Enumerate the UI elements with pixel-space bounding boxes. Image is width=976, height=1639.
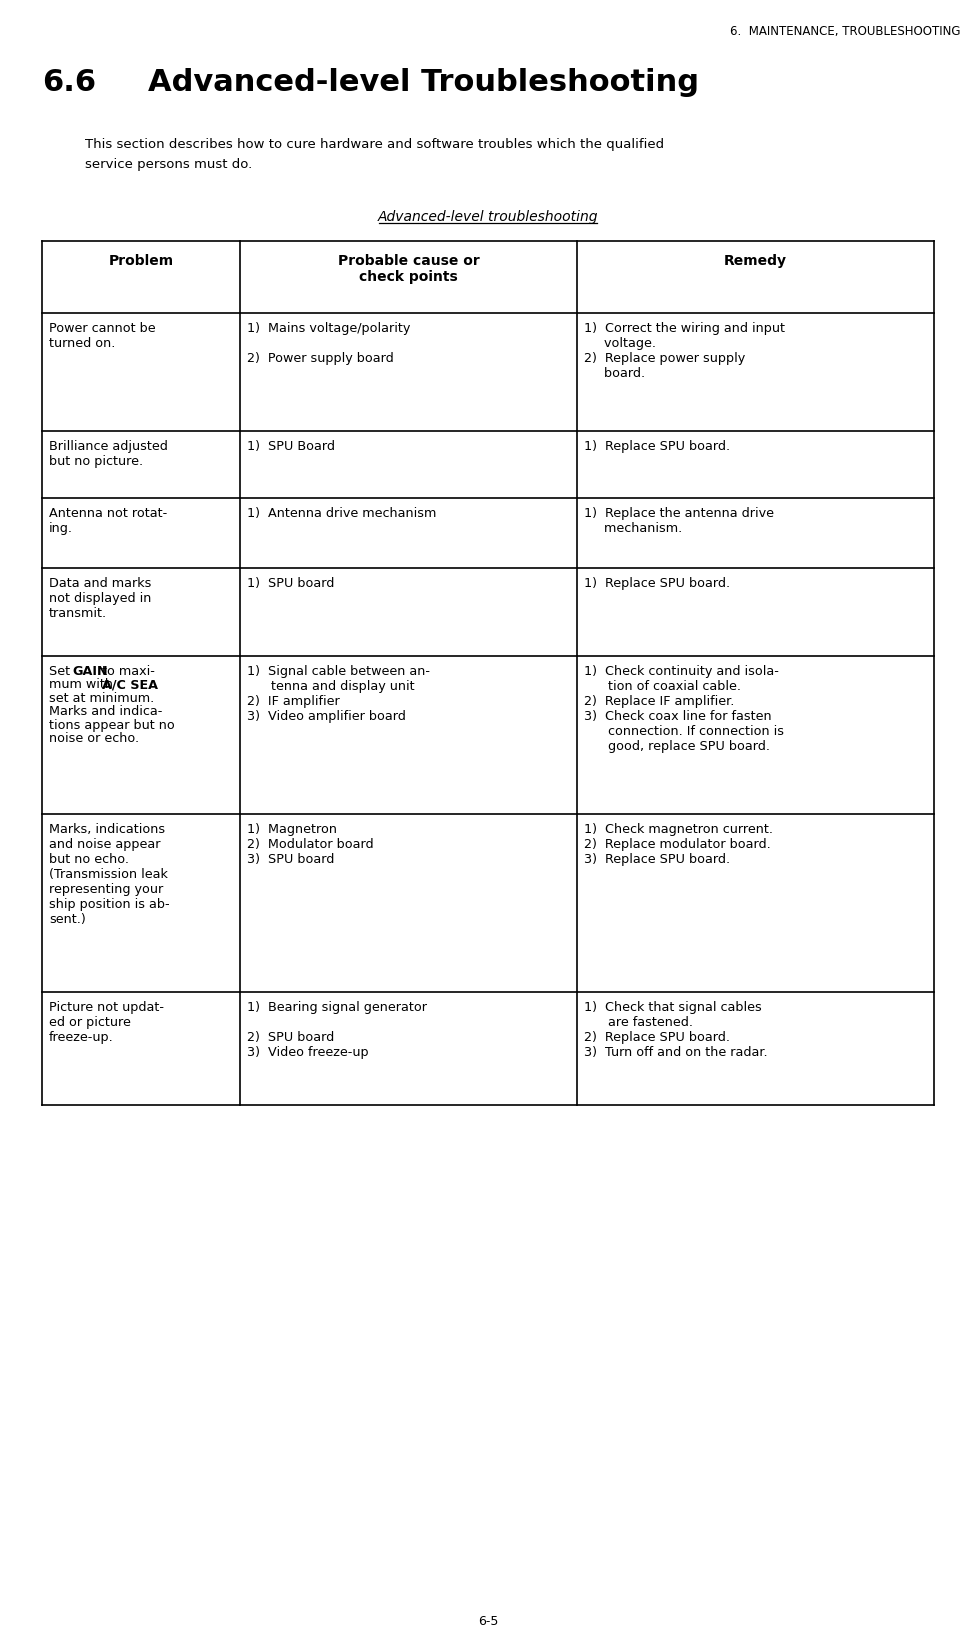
Text: A/C SEA: A/C SEA [102,679,158,692]
Text: Marks, indications
and noise appear
but no echo.
(Transmission leak
representing: Marks, indications and noise appear but … [49,823,170,926]
Text: 1)  Mains voltage/polarity

2)  Power supply board: 1) Mains voltage/polarity 2) Power suppl… [247,321,410,365]
Text: 1)  Check magnetron current.
2)  Replace modulator board.
3)  Replace SPU board.: 1) Check magnetron current. 2) Replace m… [584,823,773,865]
Text: 1)  Antenna drive mechanism: 1) Antenna drive mechanism [247,506,436,520]
Text: set at minimum.: set at minimum. [49,692,154,705]
Text: 1)  Check continuity and isola-
      tion of coaxial cable.
2)  Replace IF ampl: 1) Check continuity and isola- tion of c… [584,664,784,752]
Text: 1)  Check that signal cables
      are fastened.
2)  Replace SPU board.
3)  Turn: 1) Check that signal cables are fastened… [584,1000,768,1059]
Text: noise or echo.: noise or echo. [49,733,140,746]
Text: service persons must do.: service persons must do. [85,157,252,170]
Text: 1)  SPU Board: 1) SPU Board [247,439,335,452]
Text: to maxi-: to maxi- [98,664,155,677]
Text: 6.6: 6.6 [42,67,96,97]
Text: 1)  Signal cable between an-
      tenna and display unit
2)  IF amplifier
3)  V: 1) Signal cable between an- tenna and di… [247,664,430,723]
Text: 6.  MAINTENANCE, TROUBLESHOOTING: 6. MAINTENANCE, TROUBLESHOOTING [729,25,960,38]
Text: Antenna not rotat-
ing.: Antenna not rotat- ing. [49,506,167,534]
Text: 1)  Replace SPU board.: 1) Replace SPU board. [584,577,730,590]
Text: tions appear but no: tions appear but no [49,718,175,731]
Text: Remedy: Remedy [724,254,787,267]
Text: Advanced-level Troubleshooting: Advanced-level Troubleshooting [148,67,699,97]
Text: 1)  Magnetron
2)  Modulator board
3)  SPU board: 1) Magnetron 2) Modulator board 3) SPU b… [247,823,374,865]
Text: Power cannot be
turned on.: Power cannot be turned on. [49,321,155,349]
Text: Marks and indica-: Marks and indica- [49,705,162,718]
Text: Brilliance adjusted
but no picture.: Brilliance adjusted but no picture. [49,439,168,467]
Text: This section describes how to cure hardware and software troubles which the qual: This section describes how to cure hardw… [85,138,664,151]
Text: Problem: Problem [108,254,174,267]
Text: Set: Set [49,664,74,677]
Text: 1)  Correct the wiring and input
     voltage.
2)  Replace power supply
     boa: 1) Correct the wiring and input voltage.… [584,321,785,380]
Text: Picture not updat-
ed or picture
freeze-up.: Picture not updat- ed or picture freeze-… [49,1000,164,1044]
Text: GAIN: GAIN [72,664,108,677]
Text: Probable cause or
check points: Probable cause or check points [338,254,479,284]
Text: 1)  Replace SPU board.: 1) Replace SPU board. [584,439,730,452]
Text: Advanced-level troubleshooting: Advanced-level troubleshooting [378,210,598,225]
Text: 1)  Replace the antenna drive
     mechanism.: 1) Replace the antenna drive mechanism. [584,506,774,534]
Text: mum with: mum with [49,679,117,692]
Text: 6-5: 6-5 [478,1614,498,1628]
Text: 1)  SPU board: 1) SPU board [247,577,335,590]
Text: 1)  Bearing signal generator

2)  SPU board
3)  Video freeze-up: 1) Bearing signal generator 2) SPU board… [247,1000,427,1059]
Text: Data and marks
not displayed in
transmit.: Data and marks not displayed in transmit… [49,577,151,620]
